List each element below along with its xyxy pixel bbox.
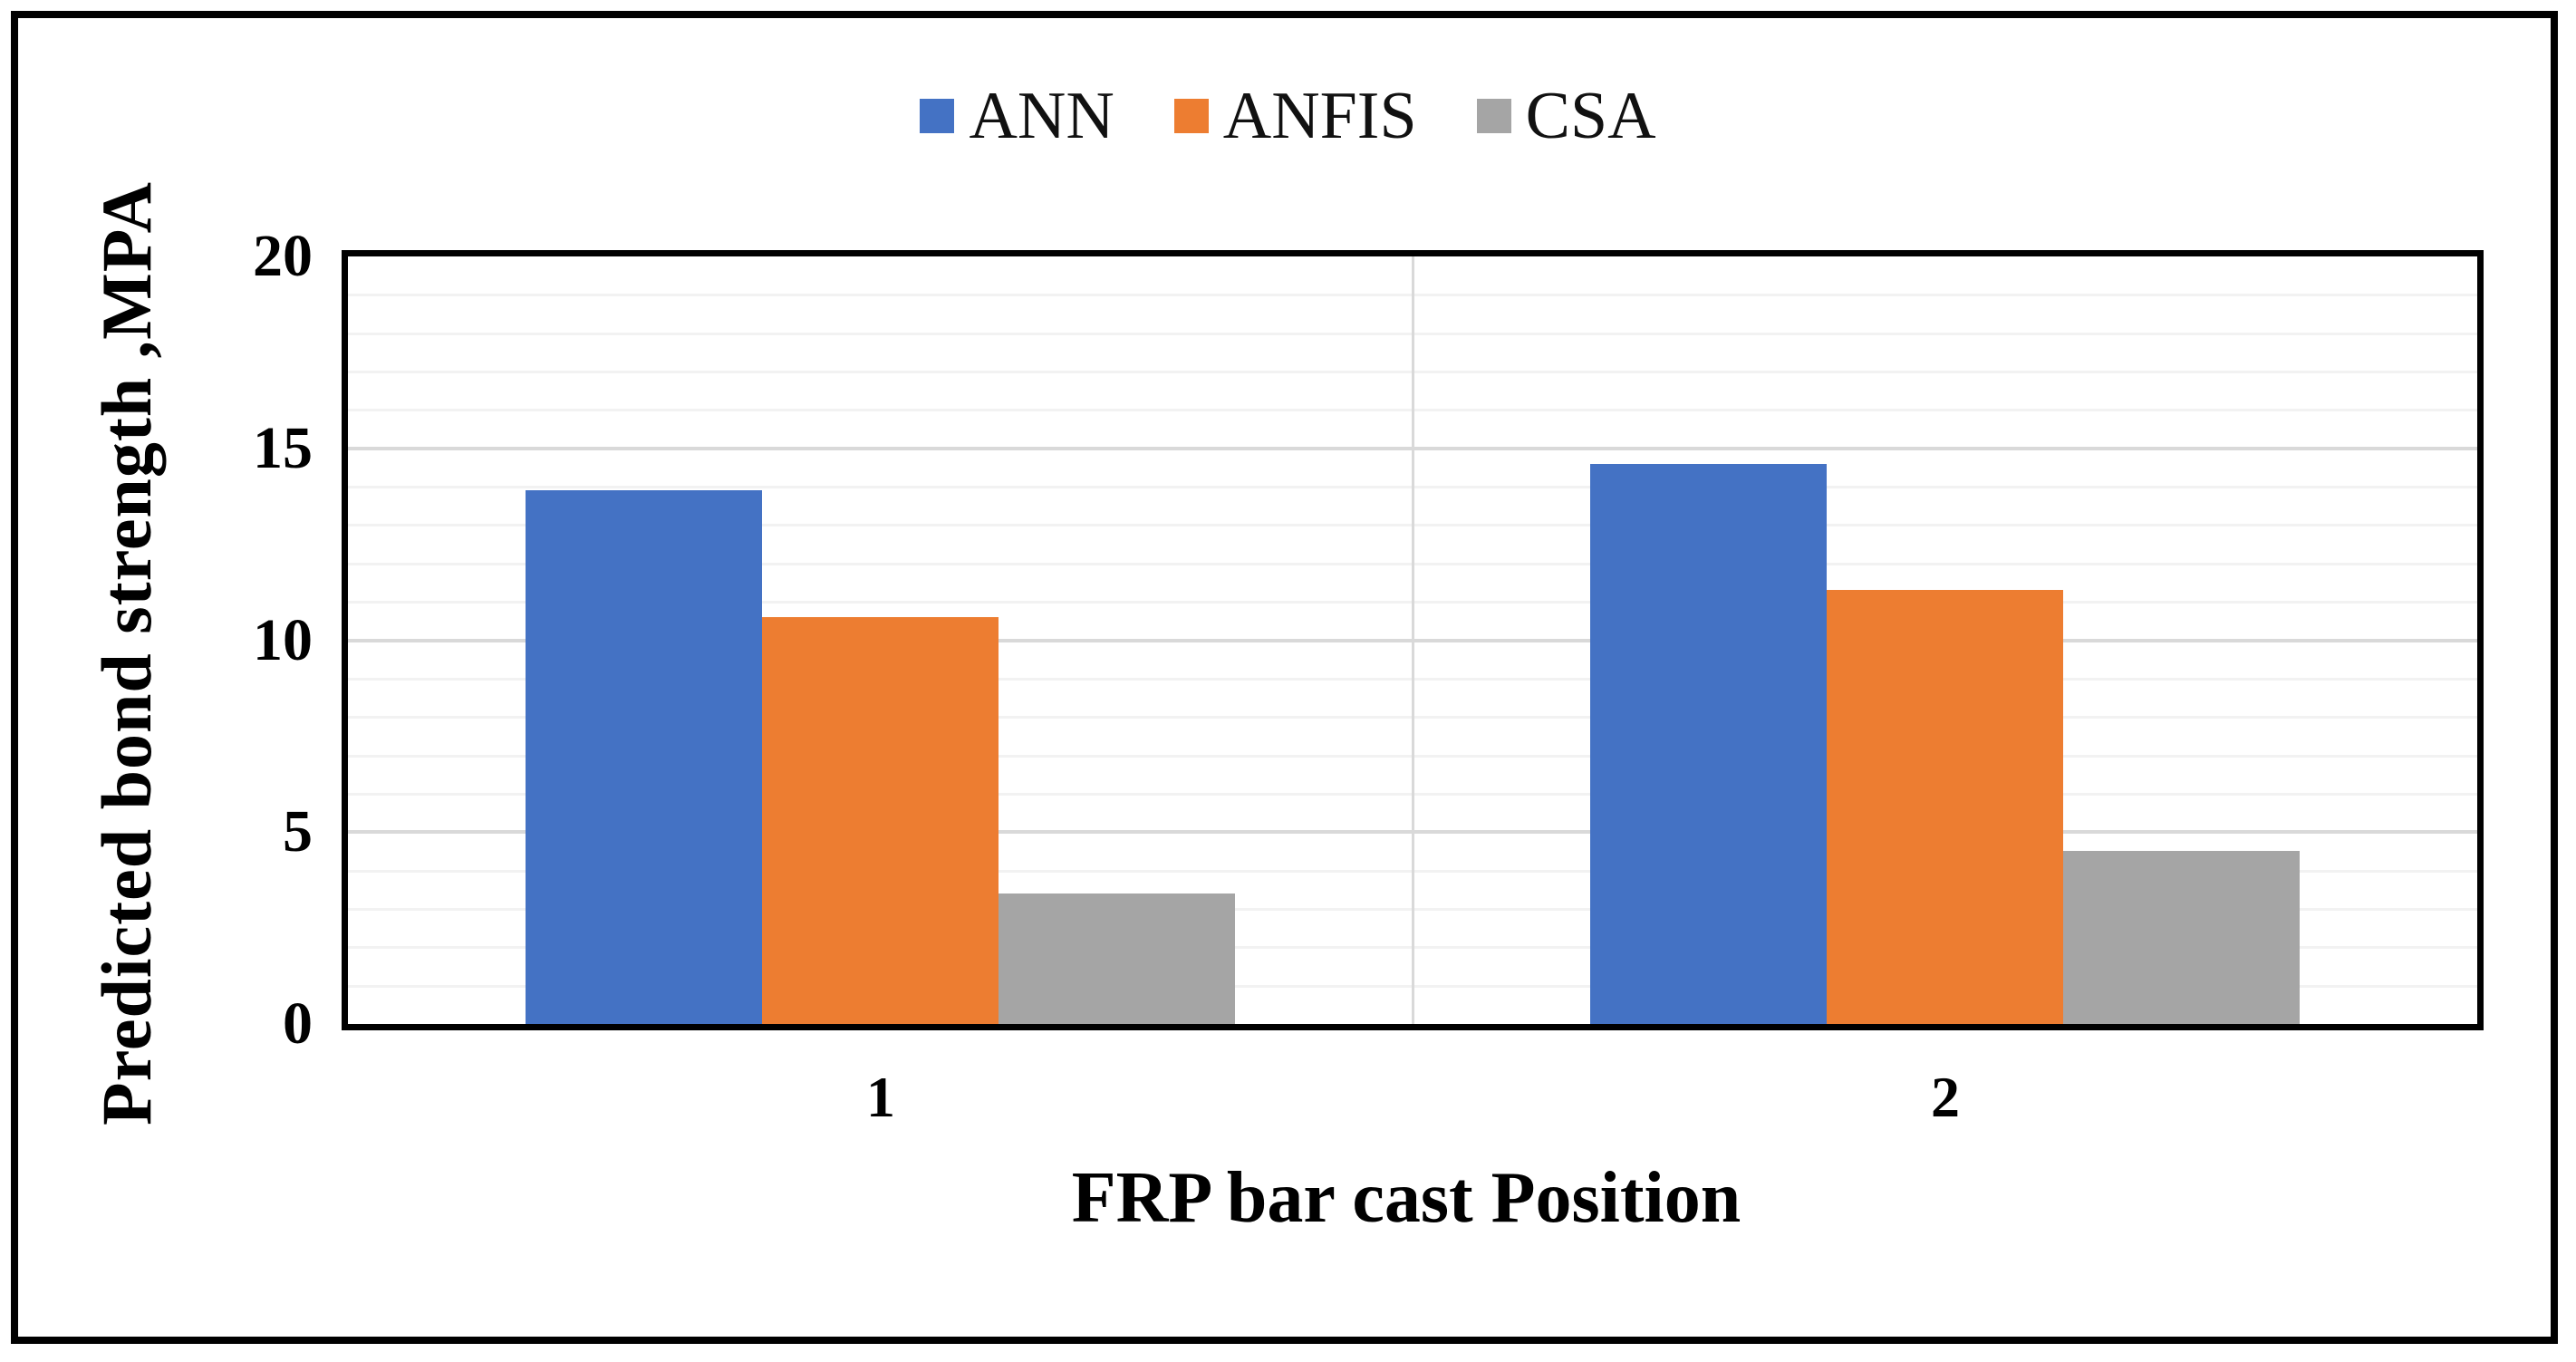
y-tick-label-5: 5 xyxy=(283,798,313,865)
legend-marker-ann xyxy=(920,99,955,133)
legend-label: ANN xyxy=(969,79,1114,153)
vertical-gridline xyxy=(1412,256,1414,1024)
y-tick-label-20: 20 xyxy=(253,223,313,289)
x-axis-title: FRP bar cast Position xyxy=(1071,1158,1741,1238)
legend-marker-csa xyxy=(1476,99,1511,133)
legend-item-ann: ANN xyxy=(920,82,1114,150)
legend-marker-anfis xyxy=(1173,99,1209,133)
y-axis-title: Predicted bond strength ,MPA xyxy=(87,181,166,1125)
bar-ann-cat1 xyxy=(526,490,762,1024)
legend-item-csa: CSA xyxy=(1476,79,1656,153)
x-tick-label-1: 1 xyxy=(866,1065,895,1129)
y-tick-label-15: 15 xyxy=(253,415,313,481)
legend-label: ANFIS xyxy=(1222,79,1417,153)
bar-csa-cat2 xyxy=(2063,851,2300,1024)
y-tick-label-0: 0 xyxy=(283,990,313,1057)
bar-anfis-cat1 xyxy=(762,617,999,1024)
legend: ANN ANFIS CSA xyxy=(0,80,2576,152)
legend-label: CSA xyxy=(1525,79,1656,153)
plot-area xyxy=(342,250,2484,1030)
x-tick-label-2: 2 xyxy=(1931,1065,1960,1129)
legend-item-anfis: ANFIS xyxy=(1173,79,1417,153)
bar-csa-cat1 xyxy=(999,894,1235,1024)
bar-anfis-cat2 xyxy=(1827,590,2063,1024)
bar-ann-cat2 xyxy=(1590,464,1827,1024)
y-tick-label-10: 10 xyxy=(253,607,313,673)
